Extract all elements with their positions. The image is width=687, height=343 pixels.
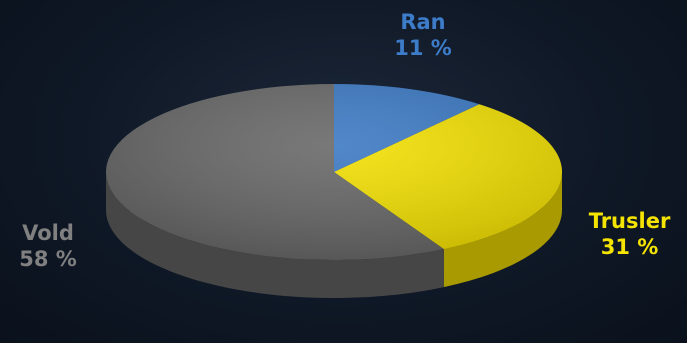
pie-side-vold (106, 172, 444, 298)
label-trusler-name: Trusler (588, 209, 671, 233)
label-trusler-value: 31 % (600, 235, 659, 259)
label-vold: Vold 58 % (0, 220, 96, 272)
pie-sides (106, 172, 562, 298)
label-ran-name: Ran (400, 10, 446, 34)
label-trusler: Trusler 31 % (572, 208, 687, 260)
label-ran: Ran 11 % (378, 9, 468, 61)
pie-shading (106, 84, 562, 260)
pie-tops (106, 84, 563, 260)
label-ran-value: 11 % (394, 36, 452, 60)
label-vold-name: Vold (22, 221, 74, 245)
pie-side-trusler (443, 172, 562, 288)
label-vold-value: 58 % (19, 247, 77, 271)
